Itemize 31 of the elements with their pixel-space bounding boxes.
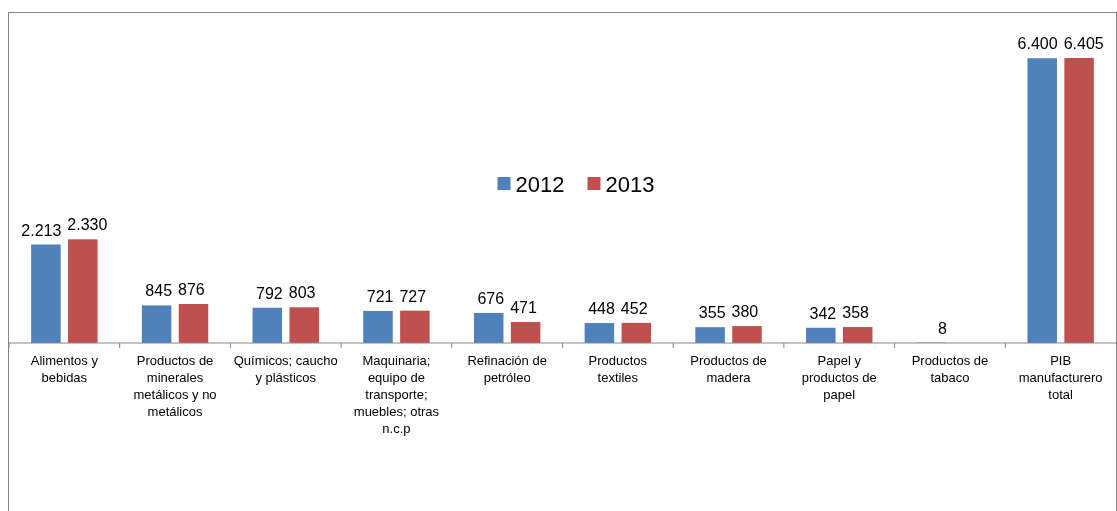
- data-label: 6.405: [1063, 35, 1104, 52]
- data-label: 676: [477, 289, 505, 307]
- x-tick-label: Maquinaria; equipo de transporte; muebles; otras n.c.p: [353, 353, 440, 436]
- data-label: 471: [510, 299, 537, 317]
- data-label: 2.330: [67, 216, 108, 234]
- data-label: 358: [842, 304, 870, 322]
- x-tick-label: Alimentos y bebidas: [30, 353, 99, 385]
- data-label: 792: [256, 284, 283, 302]
- data-label: 6.400: [1017, 35, 1058, 53]
- x-tick-label: Productos de minerales metálicos y no metálicos: [133, 353, 217, 419]
- data-label: 8: [938, 319, 948, 337]
- data-label: 342: [809, 304, 837, 322]
- data-label: 355: [698, 304, 726, 322]
- x-tick-label: Refinación de petróleo: [467, 353, 547, 385]
- data-label: 2.213: [21, 221, 62, 239]
- legend-label: 2013: [605, 171, 655, 197]
- data-label: 448: [588, 300, 615, 318]
- data-label: 845: [145, 282, 173, 300]
- data-label: 876: [178, 281, 205, 299]
- x-tick-label: Productos textiles: [588, 353, 648, 385]
- legend-label: 2012: [515, 171, 565, 197]
- x-tick-label: PIB manufacturero total: [1018, 353, 1103, 402]
- x-tick-label: Productos de tabaco: [911, 353, 989, 385]
- x-tick-label: Papel y productos de papel: [801, 353, 877, 402]
- x-tick-label: Productos de madera: [690, 353, 767, 385]
- x-tick-label: Químicos; caucho y plásticos: [233, 353, 338, 385]
- data-label: 727: [399, 287, 427, 305]
- data-label: 721: [366, 287, 394, 305]
- data-label: 803: [288, 284, 316, 302]
- data-label: 452: [620, 299, 648, 317]
- data-label: 380: [731, 303, 759, 321]
